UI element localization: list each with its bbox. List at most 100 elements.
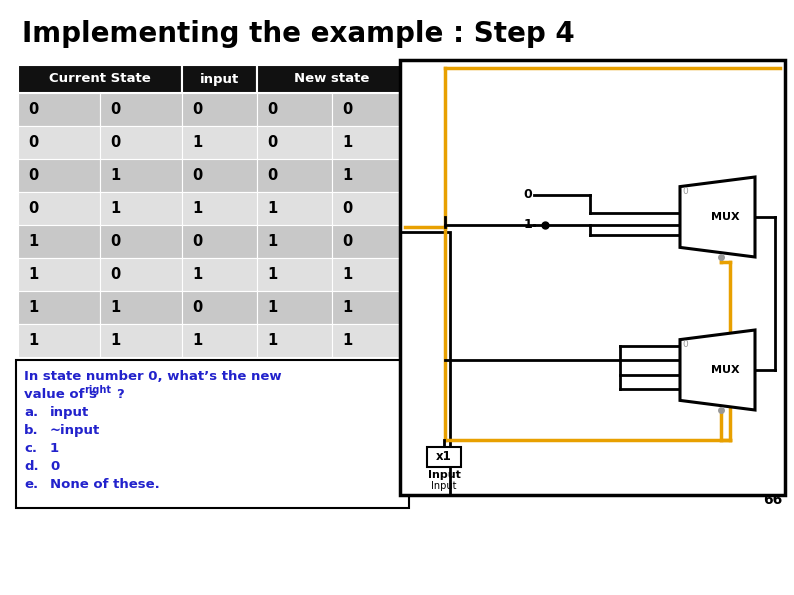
Bar bbox=[182, 324, 257, 357]
Text: 0: 0 bbox=[28, 135, 38, 150]
Bar bbox=[100, 258, 182, 291]
Bar bbox=[100, 225, 182, 258]
Bar bbox=[18, 291, 100, 324]
Text: 1: 1 bbox=[267, 234, 277, 249]
Text: 0: 0 bbox=[682, 187, 688, 196]
Text: 1: 1 bbox=[50, 442, 59, 455]
Text: 1: 1 bbox=[192, 333, 202, 348]
Text: 0: 0 bbox=[342, 234, 353, 249]
Text: Current State: Current State bbox=[49, 73, 151, 86]
Text: New state: New state bbox=[295, 73, 370, 86]
Bar bbox=[18, 159, 100, 192]
Text: right: right bbox=[84, 385, 111, 395]
Text: 1: 1 bbox=[342, 300, 353, 315]
Text: 0: 0 bbox=[192, 300, 202, 315]
Text: 0: 0 bbox=[110, 267, 120, 282]
Bar bbox=[400, 232, 450, 495]
Bar bbox=[18, 93, 100, 126]
Bar bbox=[182, 192, 257, 225]
Text: 1: 1 bbox=[110, 333, 120, 348]
Text: 0: 0 bbox=[342, 201, 353, 216]
Text: None of these.: None of these. bbox=[50, 478, 160, 491]
Text: 0: 0 bbox=[28, 168, 38, 183]
Text: a.: a. bbox=[24, 406, 38, 419]
Bar bbox=[257, 324, 332, 357]
Bar bbox=[257, 93, 332, 126]
Bar bbox=[182, 258, 257, 291]
Bar bbox=[182, 291, 257, 324]
Polygon shape bbox=[680, 177, 755, 257]
Text: d.: d. bbox=[24, 460, 39, 473]
Bar bbox=[427, 447, 461, 467]
Text: 0: 0 bbox=[28, 201, 38, 216]
Text: value of s: value of s bbox=[24, 388, 97, 401]
Text: 66: 66 bbox=[763, 493, 782, 507]
Bar bbox=[332, 258, 407, 291]
Text: 0: 0 bbox=[267, 135, 277, 150]
Text: 1: 1 bbox=[110, 300, 120, 315]
Text: 1: 1 bbox=[28, 333, 38, 348]
Text: 1: 1 bbox=[267, 333, 277, 348]
Text: Implementing the example : Step 4: Implementing the example : Step 4 bbox=[22, 20, 575, 48]
Bar bbox=[18, 324, 100, 357]
Bar bbox=[182, 225, 257, 258]
Bar bbox=[100, 324, 182, 357]
Text: 1: 1 bbox=[342, 333, 353, 348]
Text: 0: 0 bbox=[192, 102, 202, 117]
Bar bbox=[332, 291, 407, 324]
Bar bbox=[332, 324, 407, 357]
Bar bbox=[332, 93, 407, 126]
Text: 0: 0 bbox=[110, 234, 120, 249]
Text: MUX: MUX bbox=[711, 212, 739, 222]
Text: 0: 0 bbox=[110, 135, 120, 150]
Bar bbox=[18, 225, 100, 258]
Text: 1: 1 bbox=[28, 300, 38, 315]
Text: ~input: ~input bbox=[50, 424, 100, 437]
Bar bbox=[182, 93, 257, 126]
Text: 1: 1 bbox=[192, 267, 202, 282]
Bar bbox=[18, 126, 100, 159]
Text: e.: e. bbox=[24, 478, 38, 491]
Bar bbox=[257, 291, 332, 324]
Text: Input: Input bbox=[427, 470, 461, 480]
Text: 1: 1 bbox=[110, 201, 120, 216]
Bar bbox=[18, 258, 100, 291]
Text: 0: 0 bbox=[267, 102, 277, 117]
Bar bbox=[332, 159, 407, 192]
Bar bbox=[182, 126, 257, 159]
Text: 1: 1 bbox=[192, 201, 202, 216]
Text: 1: 1 bbox=[342, 168, 353, 183]
Text: 1: 1 bbox=[342, 135, 353, 150]
Bar bbox=[100, 93, 182, 126]
Bar bbox=[332, 225, 407, 258]
Bar bbox=[257, 225, 332, 258]
Bar bbox=[18, 65, 182, 93]
Text: 1: 1 bbox=[267, 300, 277, 315]
Text: 0: 0 bbox=[342, 102, 353, 117]
Text: In state number 0, what’s the new: In state number 0, what’s the new bbox=[24, 370, 282, 383]
Text: input: input bbox=[200, 73, 239, 86]
Text: 1: 1 bbox=[342, 267, 353, 282]
Bar bbox=[100, 126, 182, 159]
Text: ?: ? bbox=[116, 388, 124, 401]
Bar bbox=[16, 360, 409, 508]
Polygon shape bbox=[680, 330, 755, 410]
Text: 0: 0 bbox=[50, 460, 60, 473]
Text: 0: 0 bbox=[192, 234, 202, 249]
Bar bbox=[332, 192, 407, 225]
Text: Input: Input bbox=[431, 481, 457, 491]
Text: b.: b. bbox=[24, 424, 39, 437]
Bar bbox=[257, 65, 407, 93]
Text: 0: 0 bbox=[267, 168, 277, 183]
Bar bbox=[182, 65, 257, 93]
Text: 1: 1 bbox=[28, 234, 38, 249]
Bar bbox=[257, 126, 332, 159]
Bar bbox=[100, 159, 182, 192]
Text: input: input bbox=[50, 406, 89, 419]
Bar bbox=[257, 159, 332, 192]
Bar bbox=[100, 291, 182, 324]
Bar bbox=[257, 192, 332, 225]
Text: 1: 1 bbox=[267, 267, 277, 282]
Bar bbox=[18, 192, 100, 225]
Text: 0: 0 bbox=[28, 102, 38, 117]
